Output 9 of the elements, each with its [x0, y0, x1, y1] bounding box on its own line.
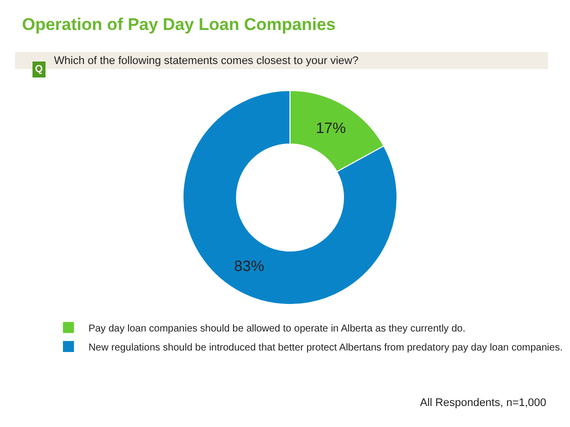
chart-subtitle: Which of the following statements comes closest to your view?: [54, 55, 358, 67]
legend-label: Pay day loan companies should be allowed to operate in Alberta as they currently do.: [88, 323, 466, 334]
donut-slice: [182, 90, 398, 305]
legend-label: New regulations should be introduced that better protect Albertans from predatory pay day loan companies.: [88, 342, 563, 354]
chart-title: Operation of Pay Day Loan Companies: [22, 15, 336, 34]
text: Q: [35, 64, 43, 75]
data-label: 83%: [234, 258, 264, 276]
data-label: 17%: [316, 120, 346, 137]
text: All Respondents, n=1,000: [420, 397, 546, 409]
